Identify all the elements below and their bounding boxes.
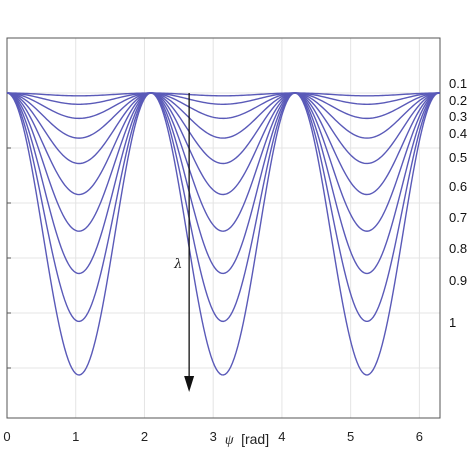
- series-label-0.8: 0.8: [449, 241, 467, 256]
- series-lines: [6, 92, 441, 376]
- series-label-0.5: 0.5: [449, 150, 467, 165]
- lambda-annotation: λ: [173, 93, 195, 392]
- series-line-0.7: [6, 92, 441, 232]
- x-axis-symbol: ψ: [225, 433, 234, 448]
- series-line-0.2: [6, 92, 441, 105]
- lambda-arrow-head: [184, 376, 195, 392]
- x-tick-labels: 0 1 2 3 4 5 6: [3, 429, 423, 444]
- x-tick-label-4: 4: [278, 429, 285, 444]
- series-line-0.9: [6, 92, 441, 323]
- x-tick-label-5: 5: [347, 429, 354, 444]
- series-line-0.1: [7, 92, 440, 97]
- lambda-label: λ: [173, 257, 182, 272]
- x-axis-unit: [rad]: [241, 431, 269, 447]
- x-tick-label-0: 0: [3, 429, 10, 444]
- x-tick-label-6: 6: [416, 429, 423, 444]
- x-tick-label-2: 2: [141, 429, 148, 444]
- x-axis-title: ψ [rad]: [225, 431, 269, 448]
- series-line-0.5: [6, 92, 441, 165]
- series-line-0.6: [6, 92, 441, 196]
- x-tick-label-3: 3: [210, 429, 217, 444]
- series-label-0.1: 0.1: [449, 76, 467, 91]
- series-label-0.2: 0.2: [449, 93, 467, 108]
- x-tick-label-1: 1: [72, 429, 79, 444]
- grid: [6, 38, 440, 418]
- series-line-0.4: [6, 92, 441, 139]
- series-label-0.7: 0.7: [449, 210, 467, 225]
- plot-frame: [6, 37, 441, 419]
- series-line-0.3: [6, 92, 441, 120]
- series-label-0.4: 0.4: [449, 126, 467, 141]
- series-label-0.9: 0.9: [449, 273, 467, 288]
- series-label-0.3: 0.3: [449, 109, 467, 124]
- curve-labels: 0.1 0.20.3 0.4 0.5 0.6 0.7 0.8 0.9 1: [449, 76, 467, 330]
- series-label-0.6: 0.6: [449, 179, 467, 194]
- series-label-1: 1: [449, 315, 456, 330]
- series-line-1: [6, 92, 441, 376]
- series-line-0.8: [6, 92, 441, 275]
